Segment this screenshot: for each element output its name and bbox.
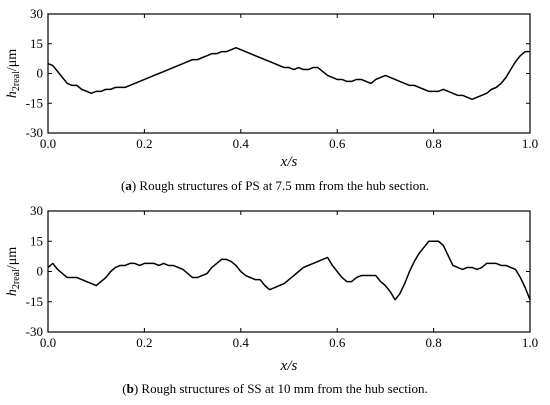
y-tick-label-b: -30 [26,324,43,339]
y-tick-label-a: -30 [26,125,43,140]
x-tick-label-a: 0.4 [233,136,250,151]
x-tick-label-b: 0.2 [136,335,152,350]
x-axis-label-a: x/s [280,154,298,170]
caption-a: (a) Rough structures of PS at 7.5 mm fro… [120,178,430,193]
y-axis-label-a: h2real/μm [5,49,22,98]
x-tick-label-b: 0.6 [329,335,346,350]
x-tick-label-a: 0.8 [425,136,441,151]
x-tick-label-a: 1.0 [522,136,538,151]
y-axis-label-unit: /μm [5,247,20,269]
plot-frame-a [47,13,531,134]
panel-label-a: a [125,178,132,193]
x-tick-label-a: 0.2 [136,136,152,151]
y-tick-label-a: 0 [37,66,44,81]
y-axis-label-sub: 2real [11,71,22,91]
series-line-b [47,240,531,301]
plot-frame-b [47,210,531,333]
chart-panel-b: 0.0 0.2 0.4 0.6 0.8 1.0 30 15 0 -15 -30 x/s h2real/μ… [5,203,538,374]
y-axis-label-unit: /μm [5,49,20,71]
y-tick-label-a: 30 [30,6,43,21]
x-tick-label-b: 0.4 [233,335,250,350]
x-tick-label-b: 0.8 [425,335,441,350]
x-tick-label-a: 0.6 [329,136,346,151]
y-tick-label-b: -15 [26,294,43,309]
panel-label-b: b [126,381,134,396]
y-tick-label-b: 0 [37,264,44,279]
caption-a-text: Rough structures of PS at 7.5 mm from th… [139,178,430,193]
y-axis-label-sub: 2real [11,269,22,289]
x-tick-label-b: 0.0 [40,335,56,350]
caption-b-text: Rough structures of SS at 10 mm from the… [141,381,428,396]
y-axis-label-b: h2real/μm [5,247,22,296]
series-line-a [47,46,530,101]
caption-b: (b) Rough structures of SS at 10 mm from… [122,381,428,396]
y-axis-label-main: h [5,91,20,98]
y-axis-label-main: h [5,289,20,296]
y-tick-label-a: 15 [30,36,43,51]
x-tick-label-a: 0.0 [40,136,56,151]
y-tick-label-b: 15 [30,233,43,248]
y-tick-label-a: -15 [26,95,43,110]
x-tick-label-b: 1.0 [522,335,538,350]
chart-panel-a: 0.0 0.2 0.4 0.6 0.8 1.0 30 15 0 -15 -30 x/s h2real/μ… [5,6,538,170]
y-tick-label-b: 30 [30,203,43,218]
x-axis-label-b: x/s [280,358,298,374]
